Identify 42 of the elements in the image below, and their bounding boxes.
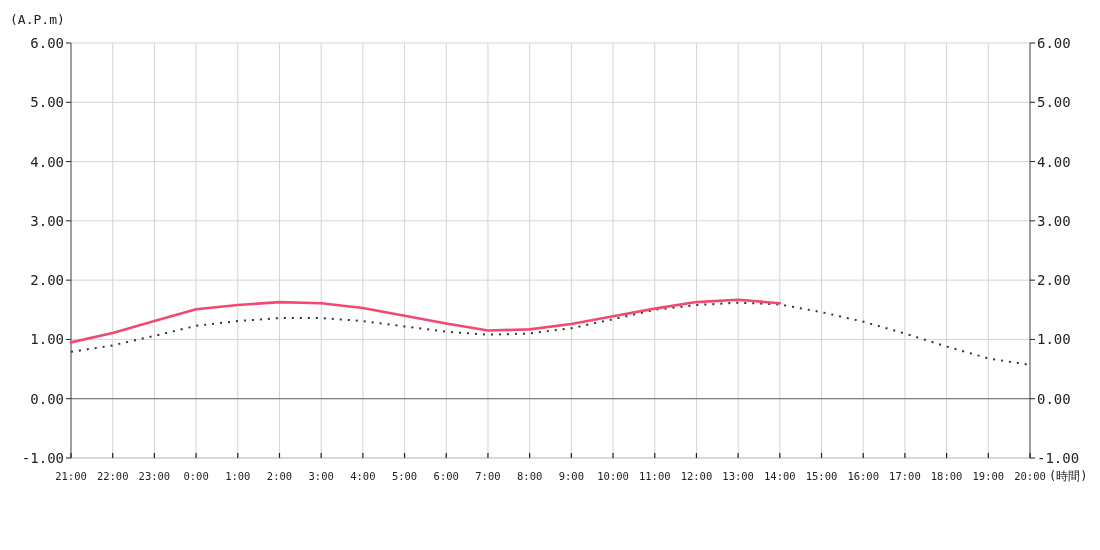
xtick: 20:00 xyxy=(1014,470,1046,482)
y2tick: 2.00 xyxy=(1037,272,1071,289)
xtick: 6:00 xyxy=(433,470,459,482)
xtick: 23:00 xyxy=(138,470,171,482)
xtick: 10:00 xyxy=(597,470,629,482)
ytick: 3.00 xyxy=(30,212,64,229)
xtick: 9:00 xyxy=(558,470,584,482)
xtick: 0:00 xyxy=(183,470,209,482)
ytick: 5.00 xyxy=(30,94,64,111)
y2tick: 6.00 xyxy=(1037,35,1071,51)
xlabel: (時間) xyxy=(1049,469,1088,483)
xtick: 19:00 xyxy=(972,470,1005,482)
y2tick: 0.00 xyxy=(1037,390,1071,407)
ytick: -1.00 xyxy=(21,450,64,466)
xtick: 13:00 xyxy=(722,470,754,482)
xtick: 7:00 xyxy=(475,470,501,482)
xtick: 21:00 xyxy=(55,470,87,482)
xtick: 15:00 xyxy=(805,470,838,482)
y2tick: 3.00 xyxy=(1037,212,1071,229)
xtick: 3:00 xyxy=(308,470,334,482)
xtick: 16:00 xyxy=(847,470,879,482)
y2tick: 5.00 xyxy=(1037,94,1071,111)
ytick: 1.00 xyxy=(30,331,64,348)
xtick: 5:00 xyxy=(391,470,418,482)
xtick: 17:00 xyxy=(889,470,921,482)
xtick: 1:00 xyxy=(225,470,251,482)
xtick: 4:00 xyxy=(350,470,376,482)
ytick: 2.00 xyxy=(30,272,64,289)
xtick: 14:00 xyxy=(764,470,796,482)
ytick: 0.00 xyxy=(30,390,64,407)
xtick: 18:00 xyxy=(930,470,963,482)
y2tick: -1.00 xyxy=(1037,450,1080,466)
xtick: 2:00 xyxy=(266,470,293,482)
xtick: 8:00 xyxy=(517,470,543,482)
y2tick: 1.00 xyxy=(1037,331,1071,348)
y2tick: 4.00 xyxy=(1037,153,1071,170)
xtick: 22:00 xyxy=(96,470,129,482)
xtick: 12:00 xyxy=(680,470,713,482)
ytick: 6.00 xyxy=(30,35,64,51)
ylabel: (A.P.m) xyxy=(10,12,65,27)
xtick: 11:00 xyxy=(638,470,671,482)
ytick: 4.00 xyxy=(30,153,64,170)
